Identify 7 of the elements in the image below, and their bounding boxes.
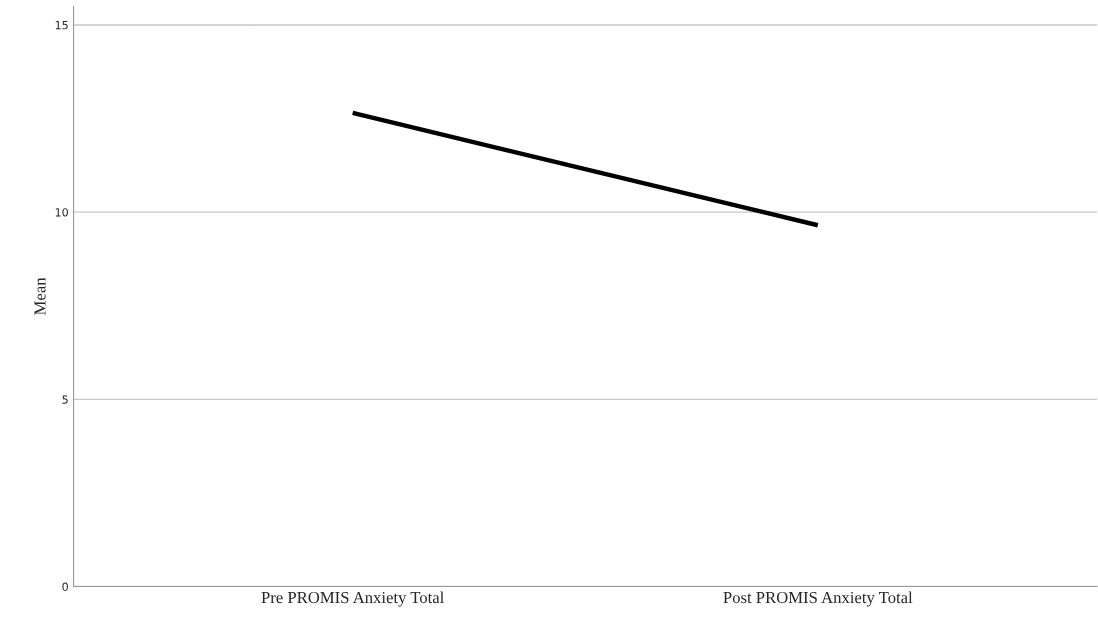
x-tick-label: Pre PROMIS Anxiety Total <box>261 591 444 607</box>
y-tick-label: 10 <box>55 208 68 217</box>
y-tick-label: 5 <box>62 395 68 404</box>
y-tick-label: 0 <box>62 582 68 591</box>
y-axis-title: Mean <box>34 277 46 315</box>
x-tick-label: Post PROMIS Anxiety Total <box>723 591 913 607</box>
y-tick-label: 15 <box>55 21 68 30</box>
